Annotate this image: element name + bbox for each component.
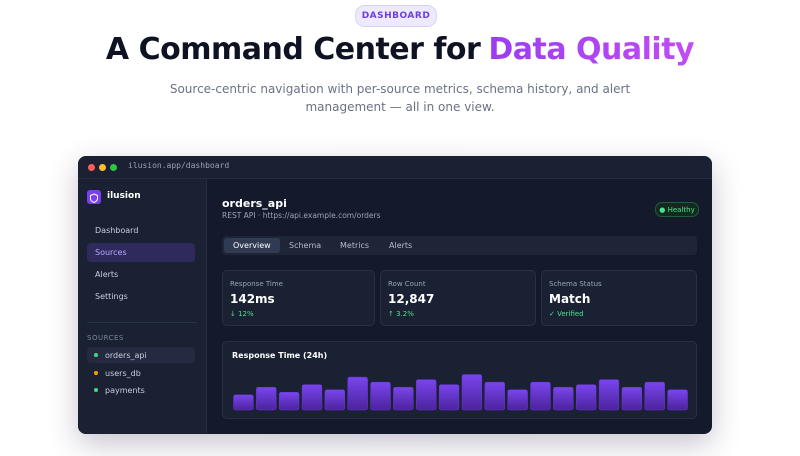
maximize-dot[interactable] [110, 164, 117, 171]
nav-item[interactable]: Dashboard [95, 226, 139, 235]
bar [278, 392, 300, 411]
metric-delta: ↓ 12% [230, 310, 254, 318]
close-dot[interactable] [88, 164, 95, 171]
status-badge: ● Healthy [655, 202, 699, 217]
bar [393, 386, 414, 411]
bar [324, 389, 346, 411]
bar [233, 394, 254, 411]
metric-value: 12,847 [388, 292, 435, 306]
tab[interactable]: Overview [224, 238, 280, 253]
metric-label: Row Count [388, 280, 426, 288]
logo [87, 190, 101, 204]
source-item[interactable]: orders_api [87, 347, 195, 363]
url: ilusion.app/dashboard [128, 161, 230, 170]
divider [87, 322, 197, 323]
metric-label: Response Time [230, 280, 283, 288]
bar [621, 386, 643, 411]
title-highlight: Data Quality [488, 32, 695, 67]
tab-bar: Overview Schema Metrics Alerts [222, 236, 697, 255]
metric-delta: ↑ 3.2% [388, 310, 414, 318]
metric-label: Schema Status [549, 280, 602, 288]
bar [598, 379, 620, 411]
tab[interactable]: Alerts [389, 241, 413, 250]
metric-card: Response Time 142ms ↓ 12% [222, 270, 375, 326]
bar-chart [233, 374, 688, 411]
chart-card: Response Time (24h) [222, 341, 697, 419]
minimize-dot[interactable] [99, 164, 106, 171]
tab[interactable]: Metrics [340, 241, 370, 250]
bar [667, 389, 688, 411]
bar [461, 374, 483, 411]
source-item[interactable]: users_db [87, 365, 195, 381]
metric-delta: ✓ Verified [549, 310, 584, 318]
bar [256, 386, 277, 411]
bar [553, 386, 574, 411]
source-name: users_db [105, 368, 141, 378]
subtitle-line: Source-centric navigation with per-sourc… [169, 82, 631, 96]
source-name: orders_api [105, 350, 147, 360]
nav-item[interactable]: Sources [87, 243, 195, 262]
chart-title: Response Time (24h) [232, 351, 328, 360]
bar [576, 384, 597, 411]
nav-item[interactable]: Settings [95, 292, 128, 301]
section-heading: SOURCES [87, 334, 124, 342]
subtitle: Source-centric navigation with per-sourc… [150, 80, 650, 116]
source-title: orders_api [222, 197, 287, 210]
nav-item[interactable]: Alerts [95, 270, 119, 279]
bar [484, 381, 505, 411]
source-item[interactable]: payments [87, 382, 195, 398]
badge: DASHBOARD [355, 5, 437, 27]
bar [644, 381, 665, 411]
bar [301, 384, 323, 411]
bar [507, 389, 528, 411]
sidebar: ilusion Dashboard Sources Alerts Setting… [78, 179, 207, 434]
bar [438, 384, 460, 411]
brand: ilusion [107, 191, 141, 201]
subtitle-line: management — all in one view. [305, 100, 495, 114]
title-bar: ilusion.app/dashboard [78, 156, 712, 179]
title-text: A Command Center for [105, 32, 481, 67]
app-window: ilusion.app/dashboard ilusion Dashboard … [78, 156, 712, 434]
metric-card: Row Count 12,847 ↑ 3.2% [380, 270, 536, 326]
source-name: payments [105, 385, 145, 395]
bar [370, 381, 391, 411]
logo-icon [90, 193, 98, 204]
bar [347, 376, 368, 411]
metric-card: Schema Status Match ✓ Verified [541, 270, 697, 326]
source-subtitle: REST API · https://api.example.com/order… [222, 211, 381, 220]
bar [416, 379, 437, 411]
metric-value: 142ms [230, 292, 275, 306]
hero-title: A Command Center for Data Quality [0, 32, 800, 67]
tab[interactable]: Schema [289, 241, 322, 250]
bar [530, 381, 551, 411]
metric-value: Match [549, 292, 591, 306]
